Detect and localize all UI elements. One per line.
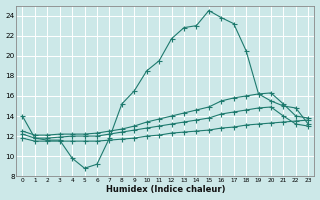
X-axis label: Humidex (Indice chaleur): Humidex (Indice chaleur) (106, 185, 225, 194)
